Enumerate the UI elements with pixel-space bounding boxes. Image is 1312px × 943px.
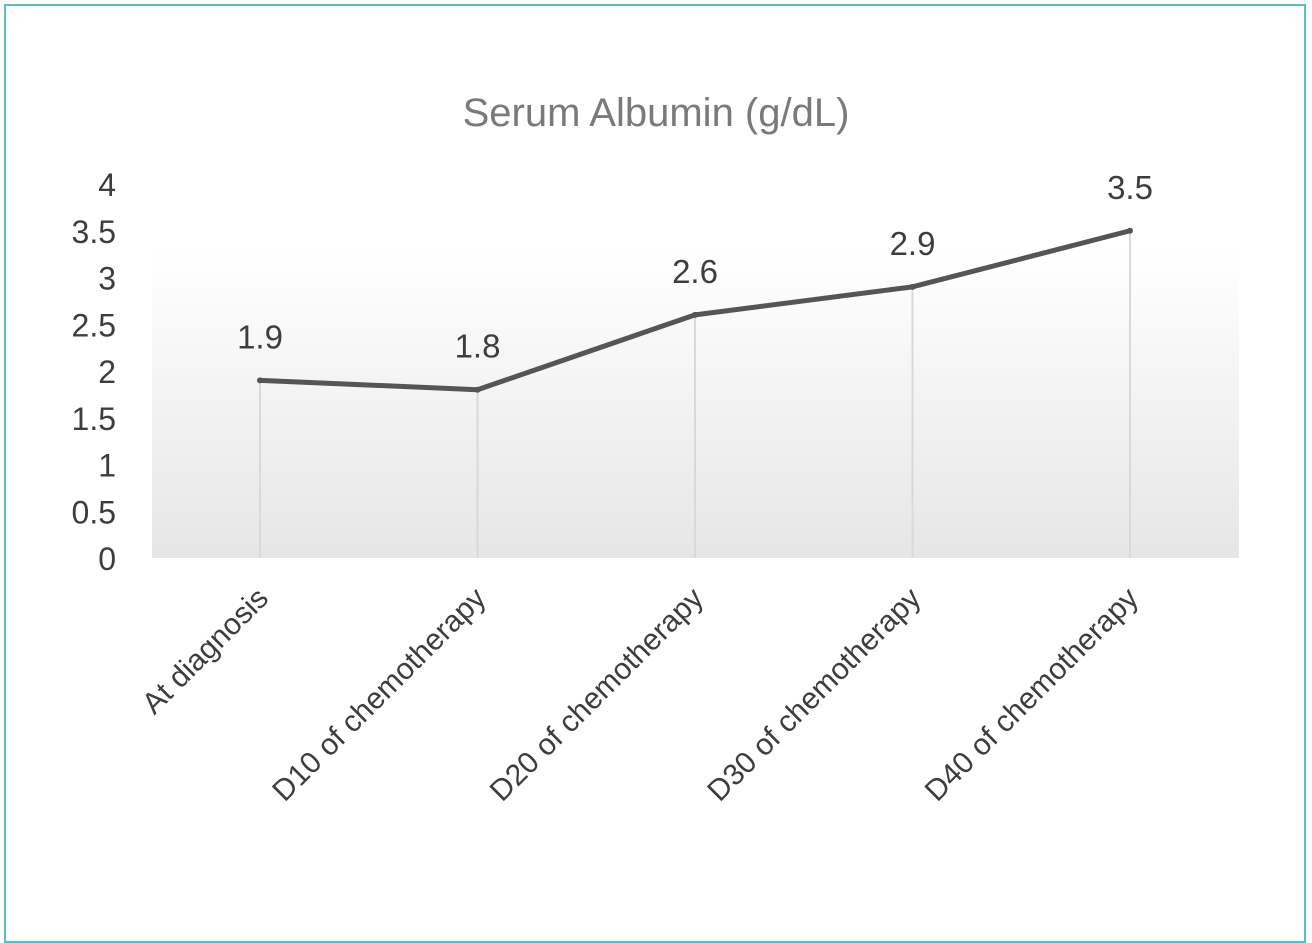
data-label: 1.9 bbox=[237, 318, 283, 355]
y-tick-label: 3 bbox=[98, 261, 116, 297]
y-tick-label: 1 bbox=[98, 448, 116, 484]
data-labels: 1.9 1.8 2.6 2.9 3.5 bbox=[237, 169, 1153, 365]
data-label: 2.9 bbox=[890, 225, 936, 262]
x-category-label: D30 of chemotherapy bbox=[701, 582, 927, 808]
y-tick-label: 2 bbox=[98, 354, 116, 390]
y-tick-label: 0.5 bbox=[72, 494, 116, 530]
data-label: 3.5 bbox=[1107, 169, 1153, 206]
x-category-label: D40 of chemotherapy bbox=[919, 582, 1145, 808]
y-tick-label: 3.5 bbox=[72, 214, 116, 250]
y-axis-ticks: 0 0.5 1 1.5 2 2.5 3 3.5 4 bbox=[72, 167, 116, 577]
y-tick-label: 2.5 bbox=[72, 307, 116, 343]
y-tick-label: 0 bbox=[98, 541, 116, 577]
data-point bbox=[257, 377, 263, 384]
x-category-label: At diagnosis bbox=[136, 582, 275, 721]
data-point bbox=[692, 311, 698, 318]
y-tick-label: 4 bbox=[98, 167, 116, 203]
data-point bbox=[474, 386, 481, 393]
chart-title: Serum Albumin (g/dL) bbox=[463, 91, 850, 135]
data-label: 2.6 bbox=[672, 253, 718, 290]
data-point bbox=[909, 283, 916, 290]
drop-lines bbox=[259, 230, 1131, 558]
data-point bbox=[1127, 227, 1133, 234]
data-label: 1.8 bbox=[455, 328, 501, 365]
y-tick-label: 1.5 bbox=[72, 401, 116, 437]
x-category-label: D10 of chemotherapy bbox=[266, 582, 492, 808]
series-line-group bbox=[257, 227, 1133, 393]
x-category-label: D20 of chemotherapy bbox=[484, 582, 710, 808]
